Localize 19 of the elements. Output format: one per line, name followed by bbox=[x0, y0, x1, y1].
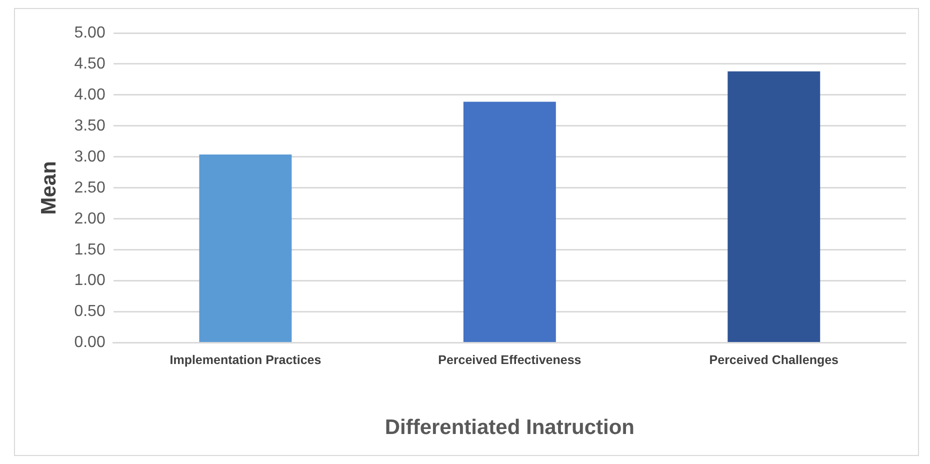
y-tick-label: 0.50 bbox=[74, 303, 106, 320]
y-tick-label: 5.00 bbox=[74, 24, 106, 42]
y-axis-title: Mean bbox=[37, 161, 60, 215]
x-tick-label: Perceived Effectiveness bbox=[438, 352, 582, 367]
y-tick-label: 3.50 bbox=[74, 117, 106, 134]
y-tick-label: 0.00 bbox=[74, 334, 106, 352]
x-axis-title: Differentiated Inatruction bbox=[384, 416, 635, 440]
bar bbox=[463, 102, 556, 342]
y-tick-label: 3.00 bbox=[74, 148, 106, 166]
y-tick-label: 4.50 bbox=[74, 55, 106, 72]
y-tick-label: 2.50 bbox=[74, 179, 106, 196]
y-tick-label: 4.00 bbox=[74, 86, 106, 104]
x-tick-label: Perceived Challenges bbox=[709, 352, 839, 367]
y-tick-label: 2.00 bbox=[74, 210, 106, 228]
bar bbox=[199, 154, 292, 342]
x-tick-label: Implementation Practices bbox=[170, 352, 322, 367]
y-tick-label: 1.50 bbox=[74, 241, 106, 258]
y-tick-label: 1.00 bbox=[74, 272, 106, 290]
bar bbox=[728, 71, 820, 342]
